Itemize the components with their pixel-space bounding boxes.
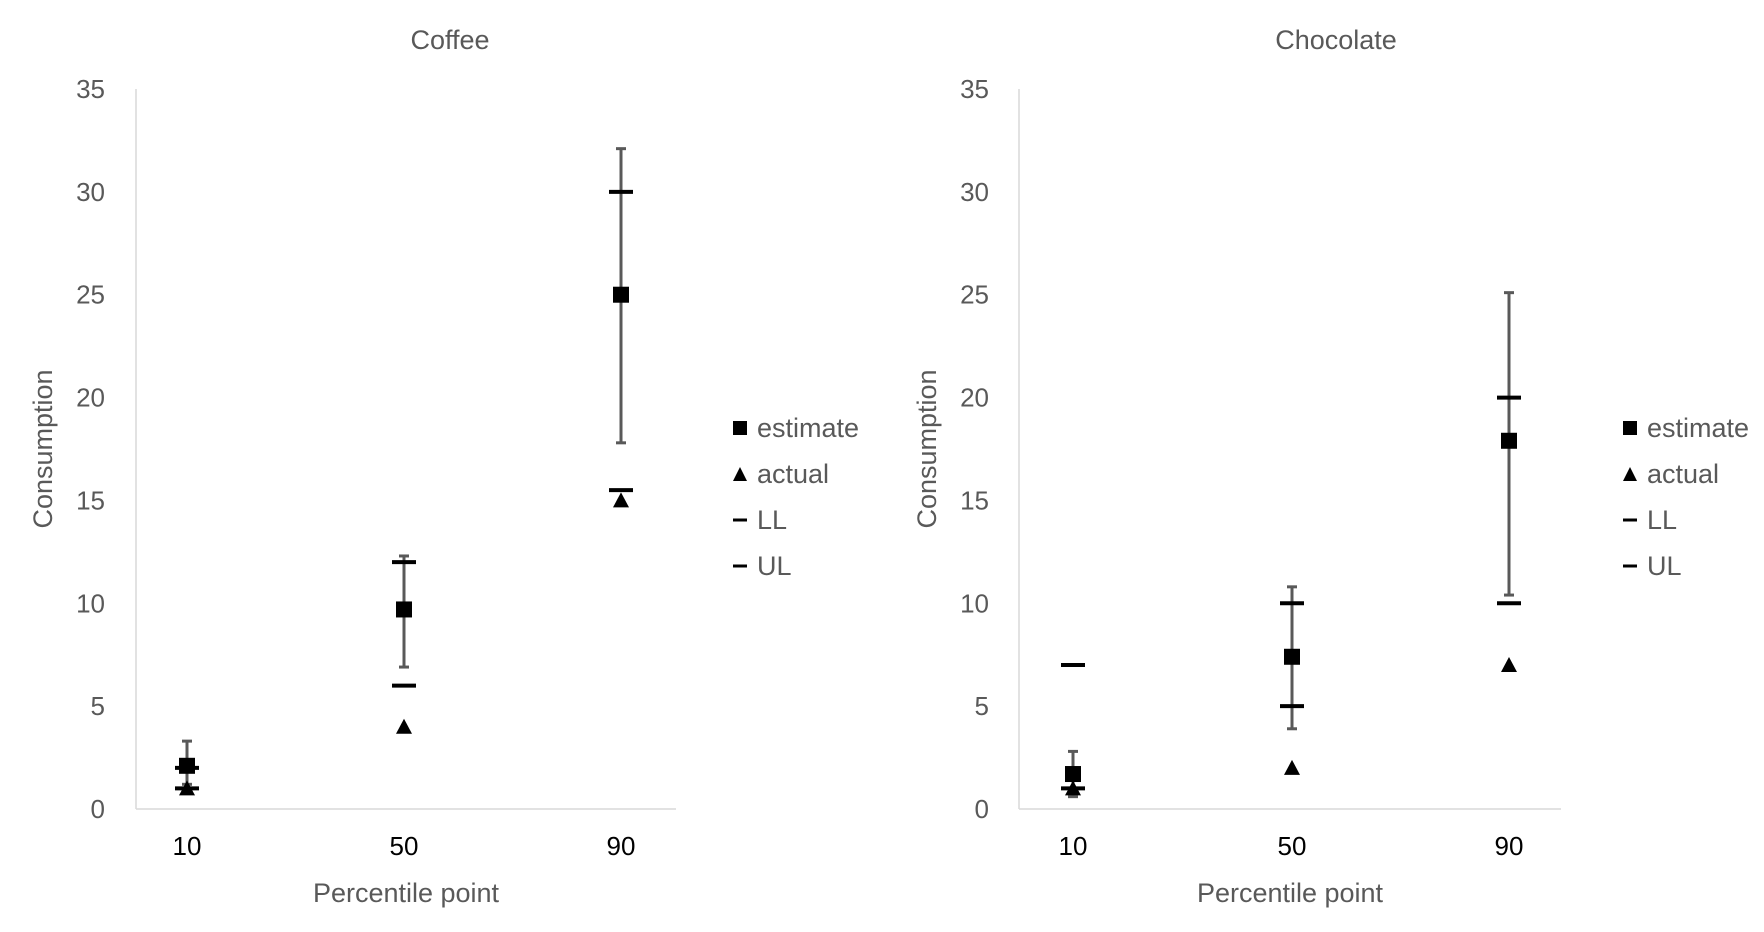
x-tick-label: 50	[1278, 831, 1307, 861]
point-estimate	[1501, 432, 1517, 449]
x-tick-label: 90	[607, 831, 636, 861]
y-tick-label: 15	[960, 485, 989, 515]
y-tick-label: 35	[960, 74, 989, 104]
y-tick-label: 10	[76, 588, 105, 618]
legend-label-estimate: estimate	[1647, 413, 1749, 443]
legend-swatch-actual	[733, 467, 747, 481]
y-tick-label: 0	[91, 794, 105, 824]
point-estimate	[1284, 648, 1300, 665]
legend-swatch-estimate	[1623, 421, 1637, 435]
legend-label-ll: LL	[757, 505, 787, 535]
legend-label-ll: LL	[1647, 505, 1677, 535]
y-tick-label: 35	[76, 74, 105, 104]
x-tick-label: 90	[1495, 831, 1524, 861]
y-tick-label: 30	[960, 177, 989, 207]
x-tick-label: 50	[390, 831, 419, 861]
legend-label-actual: actual	[757, 459, 829, 489]
x-tick-label: 10	[173, 831, 202, 861]
chart-chocolate-svg: Chocolate 0 5 10 15 20 25 30 35 10 50 90 Percentile …	[912, 25, 1749, 908]
y-tick-label: 25	[960, 280, 989, 310]
y-axis-label: Consumption	[28, 369, 58, 528]
y-tick-label: 5	[975, 691, 989, 721]
chart-panel-chocolate: Chocolate 0 5 10 15 20 25 30 35 10 50 90 Percentile …	[893, 0, 1764, 932]
chart-title: Coffee	[410, 25, 489, 55]
y-tick-label: 30	[76, 177, 105, 207]
x-axis-label: Percentile point	[1197, 878, 1384, 908]
legend-label-estimate: estimate	[757, 413, 859, 443]
point-actual	[613, 492, 629, 508]
point-actual	[1501, 657, 1517, 672]
chart-coffee-svg: Coffee 0 5 10 15 20 25 30 35 10 50 90 Percentile poi…	[28, 25, 859, 908]
y-tick-label: 20	[960, 383, 989, 413]
legend-label-ul: UL	[1647, 551, 1682, 581]
y-tick-label: 5	[91, 691, 105, 721]
point-estimate	[1065, 766, 1081, 783]
chart-title: Chocolate	[1275, 25, 1397, 55]
y-tick-label: 25	[76, 280, 105, 310]
y-axis-label: Consumption	[912, 369, 942, 528]
point-actual	[1284, 759, 1300, 775]
y-tick-label: 20	[76, 383, 105, 413]
x-tick-label: 10	[1059, 831, 1088, 861]
point-estimate	[396, 601, 412, 618]
legend-label-actual: actual	[1647, 459, 1719, 489]
point-actual	[396, 718, 412, 734]
legend-label-ul: UL	[757, 551, 792, 581]
point-estimate	[179, 757, 195, 774]
y-tick-label: 10	[960, 588, 989, 618]
legend-swatch-estimate	[733, 421, 747, 435]
legend-swatch-actual	[1623, 467, 1637, 481]
point-estimate	[613, 286, 629, 303]
y-tick-label: 0	[975, 794, 989, 824]
y-tick-label: 15	[76, 485, 105, 515]
x-axis-label: Percentile point	[313, 878, 500, 908]
chart-panel-coffee: Coffee 0 5 10 15 20 25 30 35 10 50 90 Percentile poi…	[28, 25, 860, 908]
